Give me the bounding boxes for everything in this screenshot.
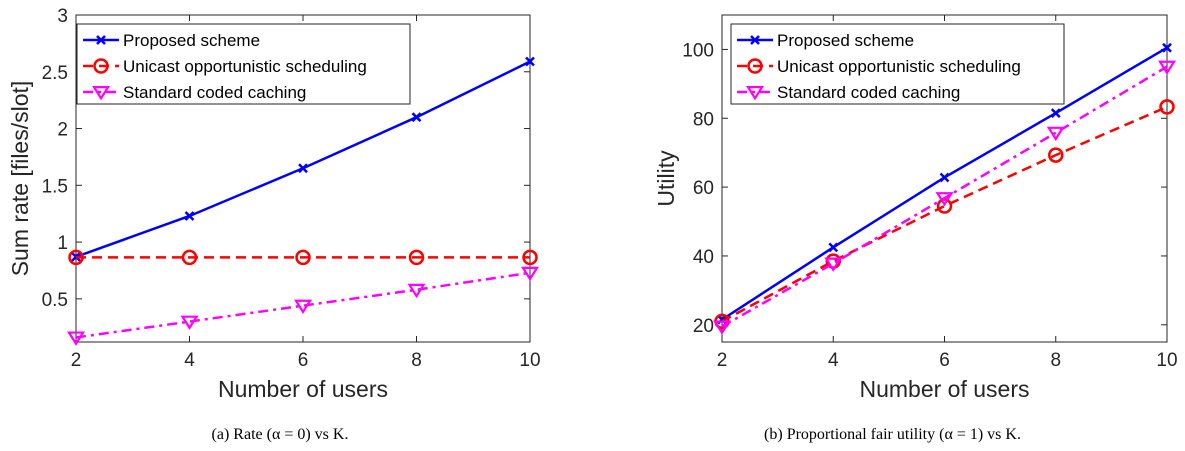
data-point	[294, 299, 312, 315]
y-tick-label: 2	[57, 120, 68, 141]
data-point	[298, 163, 308, 174]
series-line	[721, 105, 1168, 323]
legend-label: Unicast opportunistic scheduling	[123, 57, 367, 76]
data-point	[1158, 60, 1176, 76]
y-tick-label: 3	[57, 6, 68, 27]
data-point	[1162, 42, 1172, 53]
x-tick-label: 4	[828, 350, 839, 371]
chart-b: 2 4 6 8 10 20 40 60 80 100 Number of users Utility P…	[600, 0, 1185, 451]
x-tick-label: 2	[717, 350, 728, 371]
x-axis-label: Number of users	[218, 376, 388, 402]
data-point	[67, 331, 85, 346]
legend-label: Proposed scheme	[777, 31, 914, 50]
x-tick-label: 10	[1156, 350, 1177, 371]
x-tick-label: 8	[1050, 350, 1061, 371]
legend: Proposed scheme Unicast opportunistic sch…	[730, 23, 1065, 105]
series-line	[721, 65, 1168, 328]
data-point	[295, 249, 311, 266]
legend-label: Standard coded caching	[777, 83, 960, 102]
x-axis-label: Number of users	[859, 376, 1029, 402]
legend-marker	[93, 58, 109, 74]
data-point	[828, 242, 839, 253]
legend-box	[76, 23, 411, 105]
legend-label: Standard coded caching	[123, 83, 306, 102]
series-1	[68, 249, 538, 266]
data-point	[411, 112, 422, 123]
data-point	[525, 56, 535, 67]
y-tick-label: 100	[682, 40, 714, 61]
data-point	[407, 283, 426, 299]
data-point	[713, 320, 731, 335]
data-point	[1159, 99, 1175, 115]
y-tick-label: 20	[693, 316, 714, 337]
data-point	[408, 249, 425, 266]
data-point	[180, 315, 199, 330]
legend-marker	[92, 86, 110, 101]
legend-box	[730, 23, 1065, 105]
chart-b-plot: 2 4 6 8 10 20 40 60 80 100 Number of users Utility P…	[653, 14, 1178, 402]
data-point	[68, 249, 84, 266]
legend-marker	[746, 86, 764, 101]
y-axis-label: Utility	[653, 150, 679, 207]
y-tick-label: 60	[693, 178, 714, 199]
y-tick-label: 2.5	[42, 63, 68, 84]
data-point	[1046, 126, 1065, 142]
chart-a: 2 4 6 8 10 0.5 1 1.5 2 2.5 3 Number of users Sum rat…	[0, 0, 560, 451]
x-tick-label: 6	[939, 350, 950, 371]
y-tick-label: 1.5	[42, 176, 68, 197]
y-tick-label: 80	[693, 109, 714, 130]
x-tick-label: 6	[298, 350, 309, 371]
data-point	[1050, 108, 1061, 118]
y-tick-label: 40	[693, 247, 714, 268]
y-tick-label: 1	[57, 233, 68, 254]
y-tick-label: 0.5	[42, 290, 68, 311]
legend-marker	[747, 58, 763, 74]
x-tick-label: 10	[519, 350, 540, 371]
data-point	[522, 249, 538, 266]
data-point	[1048, 147, 1064, 163]
y-axis-label: Sum rate [files/slot]	[7, 81, 33, 277]
data-point	[521, 266, 539, 282]
data-point	[939, 172, 950, 183]
data-point	[935, 192, 954, 207]
legend-marker	[750, 35, 760, 45]
series-line	[75, 271, 531, 339]
legend-marker	[96, 35, 106, 45]
series-2	[67, 266, 539, 346]
chart-a-plot: 2 4 6 8 10 0.5 1 1.5 2 2.5 3 Number of users Sum rat…	[7, 6, 541, 402]
data-point	[824, 257, 843, 272]
legend: Proposed scheme Unicast opportunistic sch…	[76, 23, 411, 105]
x-tick-label: 2	[71, 350, 82, 371]
legend-label: Unicast opportunistic scheduling	[777, 57, 1021, 76]
legend-label: Proposed scheme	[123, 31, 260, 50]
data-point	[184, 211, 195, 221]
chart-a-caption: (a) Rate (α = 0) vs K.	[211, 426, 349, 443]
x-tick-label: 4	[184, 350, 195, 371]
chart-b-caption: (b) Proportional fair utility (α = 1) vs…	[764, 426, 1021, 443]
series-2	[713, 60, 1176, 335]
x-tick-label: 8	[411, 350, 422, 371]
data-point	[181, 249, 198, 266]
